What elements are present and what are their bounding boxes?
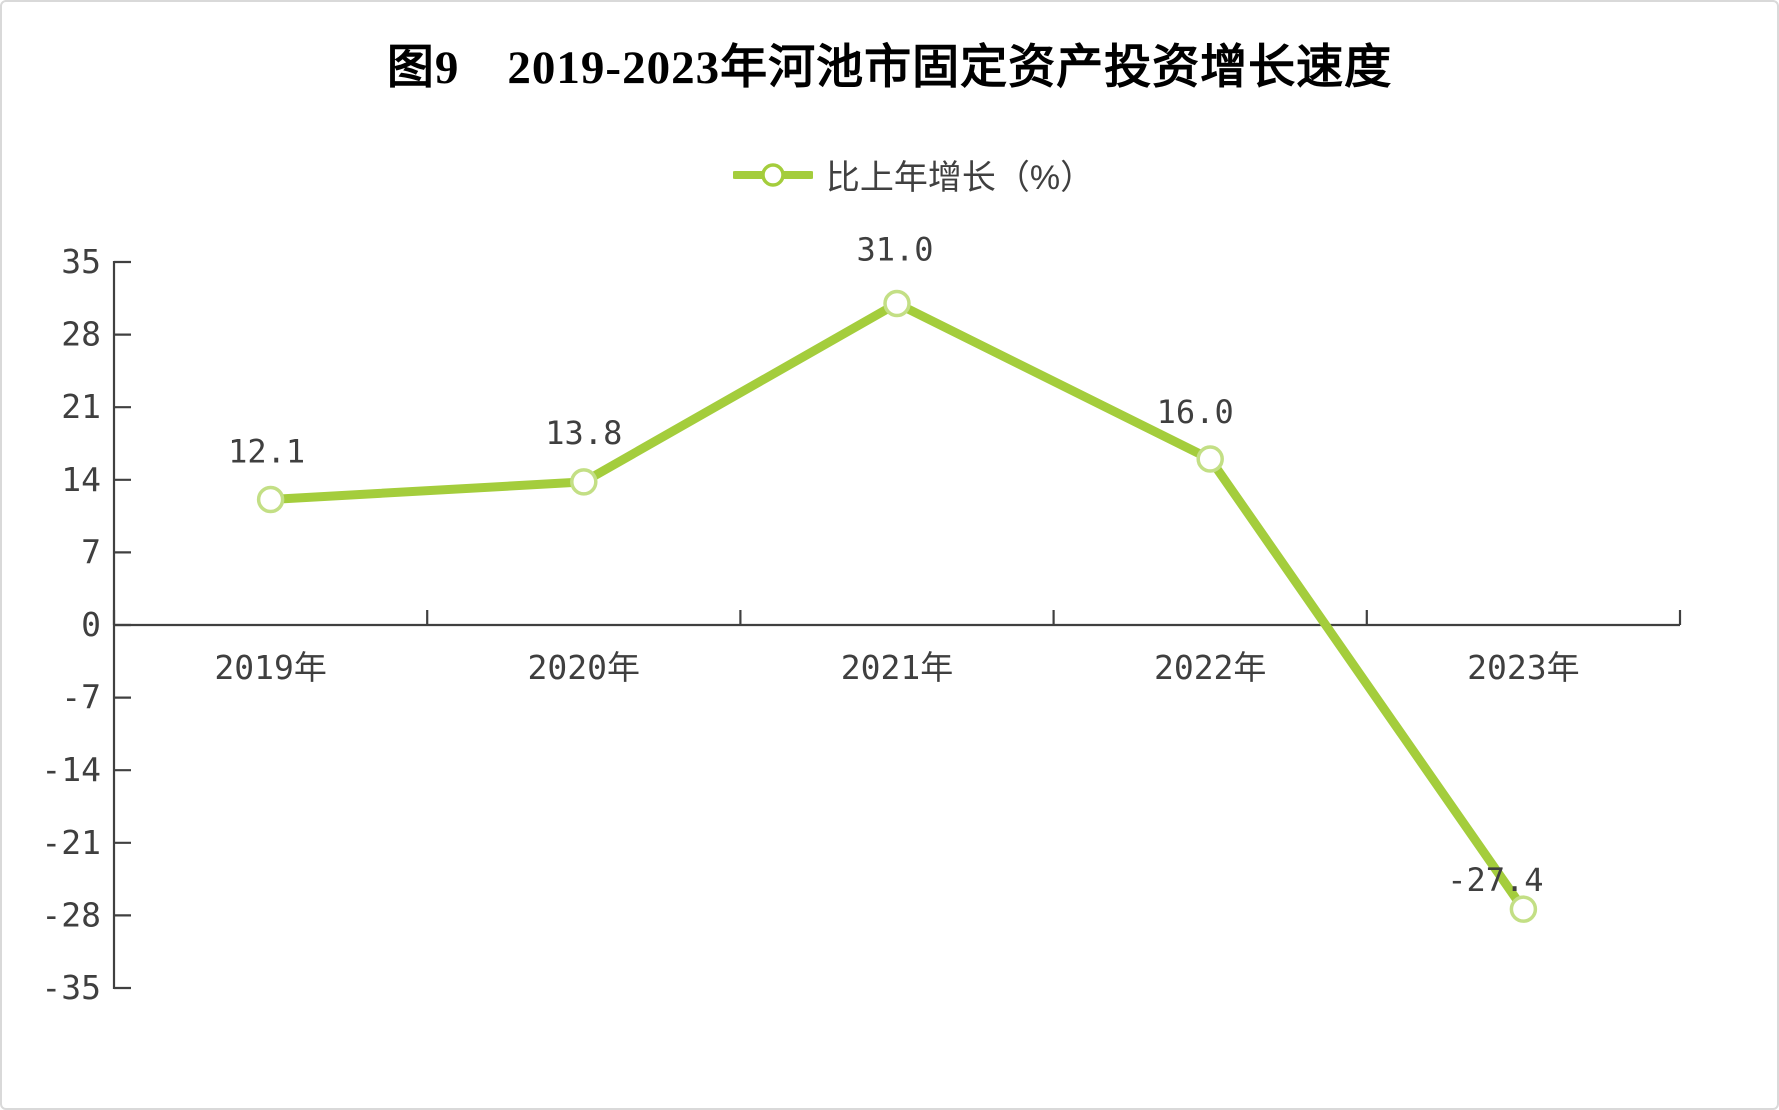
y-tick-label: 21 bbox=[61, 387, 101, 426]
x-axis-label: 2020年 bbox=[528, 648, 640, 687]
data-point-label: 16.0 bbox=[1157, 393, 1234, 431]
data-point-label: 13.8 bbox=[545, 414, 622, 452]
legend-label: 比上年增长（%） bbox=[825, 159, 1095, 197]
y-tick-label: -14 bbox=[41, 750, 101, 789]
y-tick-label: 0 bbox=[81, 605, 101, 644]
legend: 比上年增长（%） bbox=[26, 150, 1777, 199]
data-point-label: 12.1 bbox=[228, 433, 305, 471]
x-axis-label: 2023年 bbox=[1467, 648, 1579, 687]
y-tick-label: 35 bbox=[61, 242, 101, 281]
chart-title: 图9 2019-2023年河池市固定资产投资增长速度 bbox=[386, 42, 1393, 94]
y-tick-label: -21 bbox=[41, 823, 101, 862]
legend-line-circle-icon bbox=[732, 162, 813, 187]
y-tick-label: 14 bbox=[61, 460, 101, 499]
y-tick-label: -28 bbox=[41, 895, 101, 934]
data-point-marker bbox=[883, 289, 911, 318]
y-tick-label: -7 bbox=[61, 678, 101, 717]
x-axis-label: 2019年 bbox=[214, 648, 326, 687]
data-point-marker bbox=[256, 485, 285, 514]
data-point-marker bbox=[1509, 895, 1538, 923]
data-point-label: -27.4 bbox=[1447, 861, 1543, 899]
series-line bbox=[266, 298, 1528, 914]
x-axis-label: 2022年 bbox=[1154, 648, 1266, 687]
data-point-marker bbox=[1196, 445, 1224, 473]
y-tick-label: -35 bbox=[41, 968, 101, 1007]
x-axis-label: 2021年 bbox=[841, 648, 953, 687]
y-tick-label: 7 bbox=[81, 532, 101, 571]
data-point-marker bbox=[570, 468, 598, 496]
y-tick-label: 28 bbox=[61, 315, 101, 354]
data-point-label: 31.0 bbox=[856, 230, 933, 268]
